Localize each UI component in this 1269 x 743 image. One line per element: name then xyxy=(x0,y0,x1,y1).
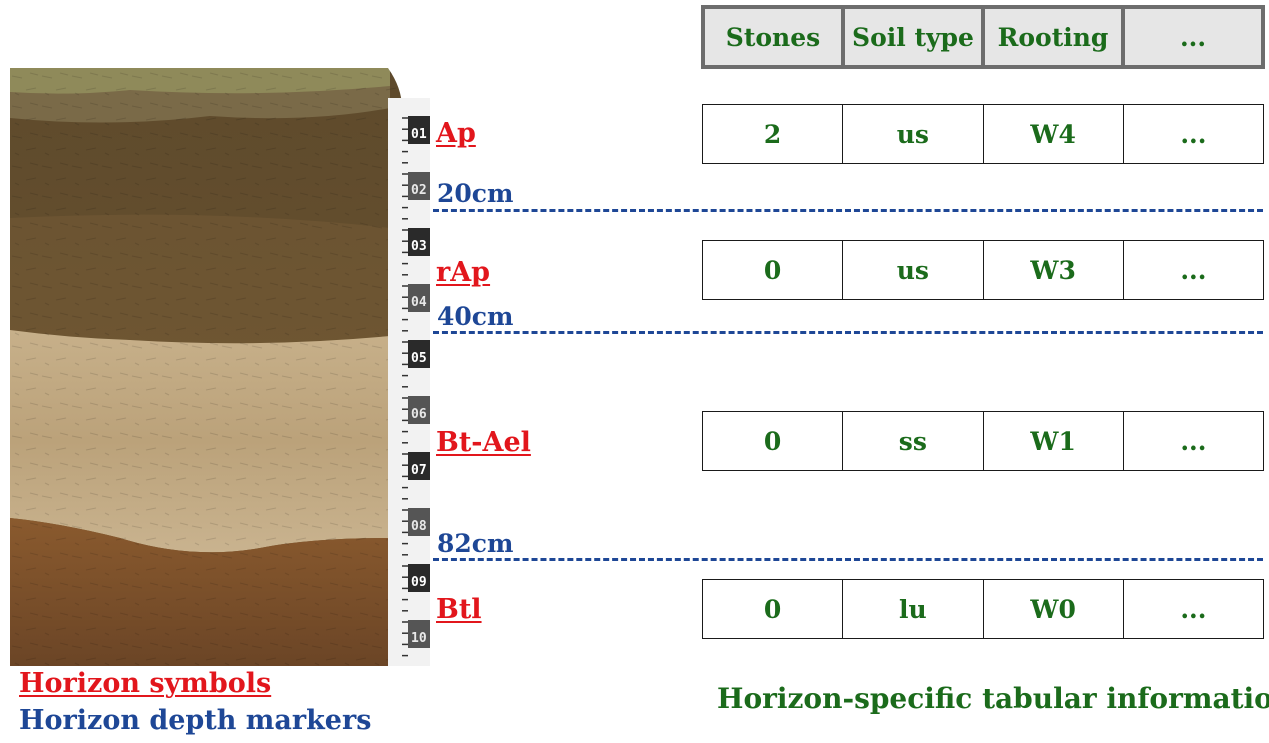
depth-marker-label: 20cm xyxy=(437,179,514,208)
cell-more: ... xyxy=(1180,426,1207,456)
ruler-segment xyxy=(408,340,430,368)
ruler-segment xyxy=(408,172,430,200)
cell-soil-type: us xyxy=(843,241,984,299)
column-header-more: ... xyxy=(1179,22,1207,52)
cell-soil-type: ss xyxy=(843,412,984,470)
table-row: 2 us W4 ... xyxy=(702,104,1264,164)
soil-profile-image: 01 02 03 04 05 06 07 08 09 10 xyxy=(10,68,430,666)
ruler-label: 09 xyxy=(411,575,427,590)
cell-more: ... xyxy=(1180,594,1207,624)
depth-marker-label: 82cm xyxy=(437,529,514,558)
cell-rooting: W0 xyxy=(984,580,1124,638)
horizon-symbol-rap: rAp xyxy=(436,257,491,288)
ruler-segment xyxy=(408,228,430,256)
ruler-label: 06 xyxy=(411,407,427,422)
column-header-soil-type: Soil type xyxy=(845,9,985,65)
horizon-symbol-bt-ael: Bt-Ael xyxy=(436,427,531,458)
ruler-label: 04 xyxy=(411,295,427,310)
ruler-label: 02 xyxy=(411,183,427,198)
ruler-label: 08 xyxy=(411,519,427,534)
table-row: 0 ss W1 ... xyxy=(702,411,1264,471)
depth-marker-label: 40cm xyxy=(437,302,514,331)
ruler-segment xyxy=(408,116,430,144)
horizon-symbol-btl: Btl xyxy=(436,594,482,625)
table-row: 0 us W3 ... xyxy=(702,240,1264,300)
horizon-symbol-ap: Ap xyxy=(436,118,476,149)
cell-rooting: W3 xyxy=(984,241,1124,299)
soil-profile-photo: 01 02 03 04 05 06 07 08 09 10 xyxy=(10,68,430,666)
column-header-stones: Stones xyxy=(705,9,845,65)
legend-horizon-symbols: Horizon symbols xyxy=(19,668,272,699)
ruler-label: 05 xyxy=(411,351,427,366)
cell-rooting: W4 xyxy=(984,105,1124,163)
ruler-segment xyxy=(408,508,430,536)
table-row: 0 lu W0 ... xyxy=(702,579,1264,639)
ruler-segment xyxy=(408,620,430,648)
ruler-label: 01 xyxy=(411,127,427,142)
cell-rooting: W1 xyxy=(984,412,1124,470)
ruler-label: 03 xyxy=(411,239,427,254)
ruler-segment xyxy=(408,452,430,480)
depth-marker-line xyxy=(433,331,1263,334)
ruler-segment xyxy=(408,396,430,424)
table-header: Stones Soil type Rooting ... xyxy=(701,5,1265,69)
cell-stones: 0 xyxy=(703,580,844,638)
cell-soil-type: lu xyxy=(843,580,984,638)
cell-stones: 0 xyxy=(703,241,844,299)
legend-horizon-depth-markers: Horizon depth markers xyxy=(19,705,372,736)
caption: Horizon-specific tabular information xyxy=(717,682,1269,715)
ruler-label: 10 xyxy=(411,631,427,646)
ruler-label: 07 xyxy=(411,463,427,478)
depth-marker-line xyxy=(433,558,1263,561)
column-header-rooting: Rooting xyxy=(985,9,1125,65)
depth-marker-line xyxy=(433,209,1263,212)
ruler-segment xyxy=(408,284,430,312)
cell-more: ... xyxy=(1180,255,1207,285)
cell-more: ... xyxy=(1180,119,1207,149)
ruler-segment xyxy=(408,564,430,592)
cell-stones: 0 xyxy=(703,412,844,470)
cell-soil-type: us xyxy=(843,105,984,163)
cell-stones: 2 xyxy=(703,105,844,163)
